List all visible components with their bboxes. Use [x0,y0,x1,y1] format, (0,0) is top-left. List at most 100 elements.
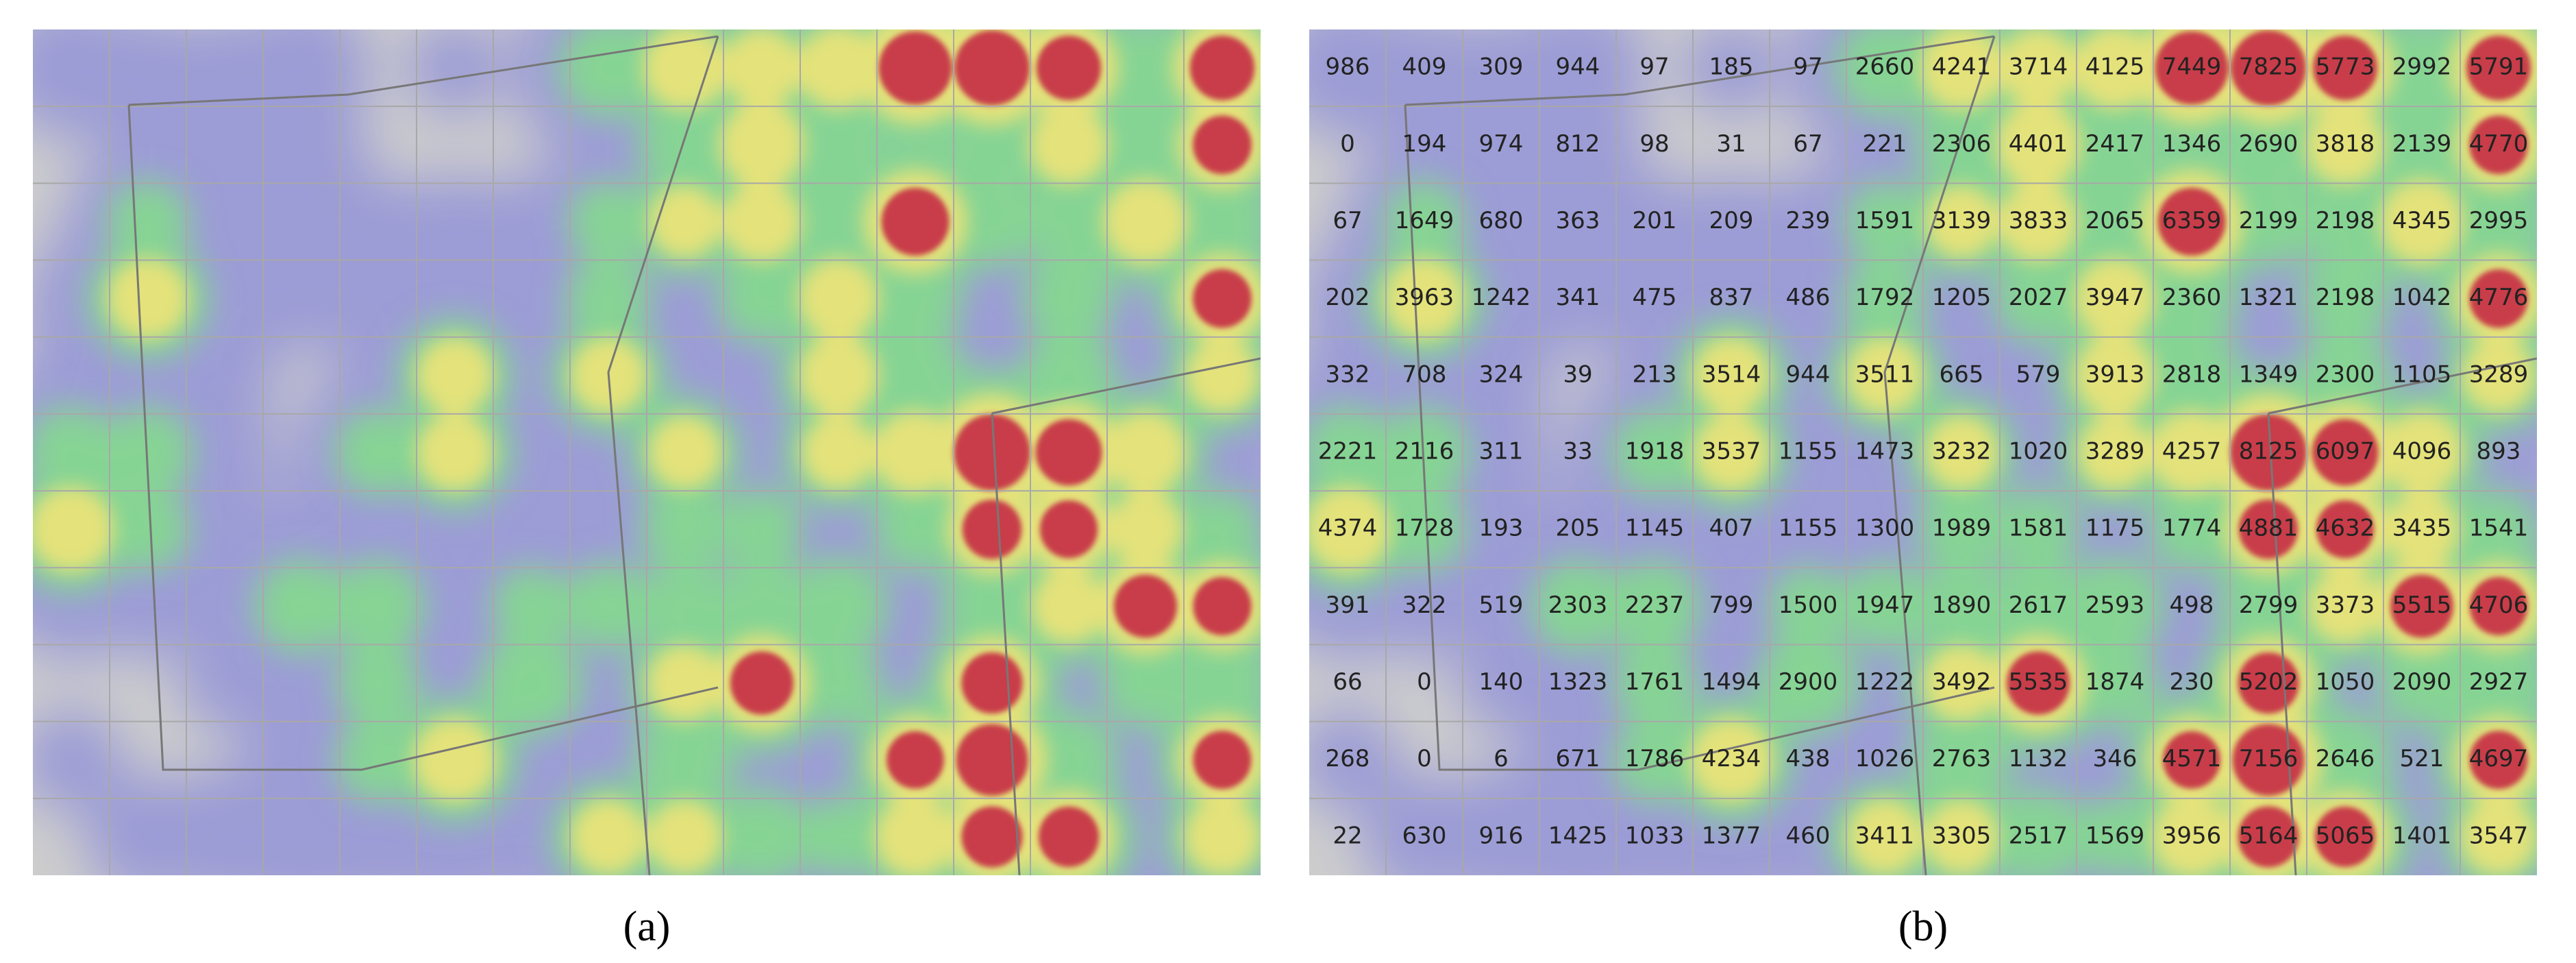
cell-count: 1401 [2392,822,2452,849]
cell-count: 193 [1479,515,1524,542]
heat-blob [794,639,883,727]
panel-label: (a) [623,903,671,950]
heat-blob [2077,415,2153,490]
heat-blob [2461,338,2536,413]
heat-blob [1692,413,1770,491]
cell-count: 3947 [2085,284,2145,311]
cell-count: 39 [1563,361,1592,388]
cell-count: 1591 [1855,207,1915,234]
heat-blob [478,630,585,736]
cell-count: 2139 [2392,130,2452,158]
cell-count: 799 [1709,592,1754,619]
cell-count: 1346 [2162,130,2222,158]
cell-count: 2617 [2009,592,2068,619]
cell-count: 230 [2170,668,2214,696]
cell-count: 1649 [1395,207,1454,234]
cell-count: 1132 [2009,745,2068,772]
map-panel [33,29,1261,875]
heat-blob [721,181,802,263]
heat-blob [2380,411,2464,494]
heat-blob [567,180,649,263]
heat-blob [1185,338,1260,413]
cell-count: 475 [1633,284,1677,311]
cell-count: 213 [1633,361,1677,388]
cell-count: 221 [1863,130,1907,158]
heat-blob [2232,724,2305,796]
heat-blob [330,559,426,654]
cell-count: 2417 [2085,130,2145,158]
cell-count: 2198 [2316,207,2375,234]
heat-blob [2070,639,2159,727]
cell-count: 194 [1402,130,1447,158]
heat-blob [1768,565,1848,646]
heat-blob [334,408,423,497]
cell-count: 4374 [1318,515,1378,542]
heat-blob [1755,630,1861,736]
cell-count: 1473 [1855,438,1915,465]
cell-count: 1581 [2009,515,2068,542]
heat-blob [2460,798,2537,875]
heat-blob [33,486,114,572]
heat-blob [1924,185,1998,258]
heat-blob [640,484,730,574]
heat-blob [2074,257,2156,340]
cell-count: 3289 [2469,361,2529,388]
heat-blob [1683,29,1780,117]
heat-blob [1383,257,1465,340]
heat-blob [722,29,802,108]
heat-blob [954,30,1030,106]
cell-count: 3289 [2085,438,2145,465]
heat-blob [2390,574,2454,638]
heat-blob [1997,488,2079,570]
heat-blob [954,414,1030,491]
cell-count: 0 [1417,745,1432,772]
heat-blob [1846,799,1923,875]
cell-count: 33 [1563,438,1592,465]
cell-count: 1377 [1702,822,1761,849]
heat-blob [2073,29,2157,110]
cell-count: 4706 [2469,592,2529,619]
cell-count: 2900 [1779,668,1838,696]
cell-count: 498 [2170,592,2214,619]
cell-count: 4345 [2392,207,2452,234]
cell-count: 1222 [1855,668,1915,696]
heat-blob [646,644,724,722]
heat-blob [335,640,421,727]
heat-blob [1035,419,1102,486]
cell-count: 2198 [2316,284,2375,311]
heat-blob [2316,500,2375,559]
cell-count: 2763 [1932,745,1992,772]
cell-count: 708 [1402,361,1447,388]
cell-count: 2992 [2392,53,2452,81]
heat-blob [647,799,723,875]
cell-count: 3139 [1932,207,1992,234]
cell-count: 1425 [1548,822,1608,849]
cell-count: 6 [1494,745,1509,772]
cell-count: 986 [1326,53,1370,81]
heat-blob [2307,568,2383,644]
cell-count: 3714 [2009,53,2068,81]
cell-count: 4776 [2469,284,2529,311]
heat-blob [712,787,812,875]
cell-count: 521 [2400,745,2444,772]
heat-blob [2238,499,2299,559]
cell-count: 98 [1639,130,1669,158]
heat-blob [416,413,494,491]
heat-blob [1309,707,1400,812]
cell-count: 1323 [1548,668,1608,696]
map-panel: 986 409 309 944 97 185 97 2660 4241 3714 4125 7449 7… [1309,29,2537,875]
heat-blob [887,731,944,789]
cell-count: 3492 [1932,668,1992,696]
cell-count: 2065 [2085,207,2145,234]
cell-count: 1105 [2392,361,2452,388]
heat-blob [1919,29,2004,110]
heat-blob [1099,637,1192,729]
heat-blob [1988,787,2088,875]
cell-count: 4401 [2009,130,2068,158]
heat-blob [1610,408,1699,497]
cell-count: 2593 [2085,592,2145,619]
cell-count: 2646 [2316,745,2375,772]
cell-count: 407 [1709,515,1754,542]
heat-blob [1193,269,1252,328]
heat-blob [2151,796,2233,875]
